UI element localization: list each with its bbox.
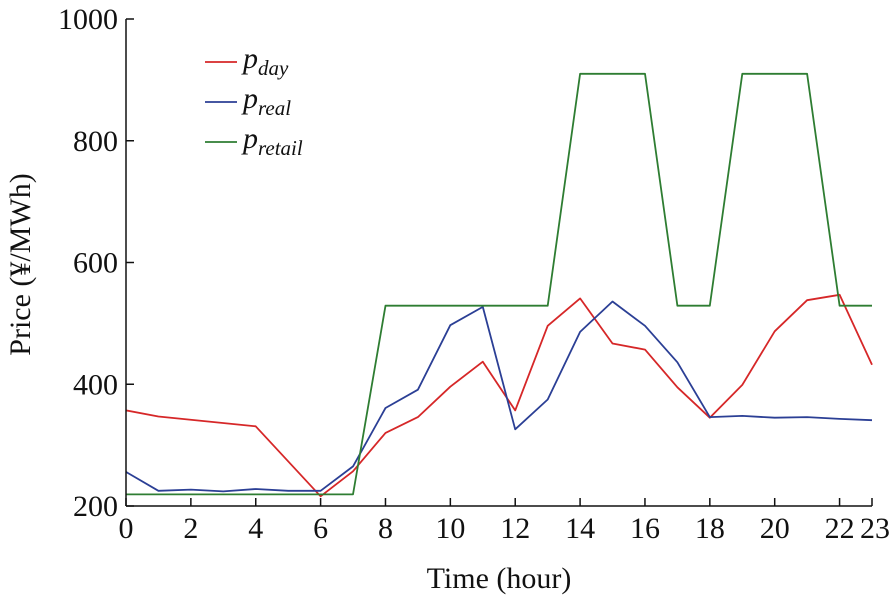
y-tick-label: 800: [73, 125, 118, 158]
y-tick-label: 600: [73, 247, 118, 280]
x-axis-title: Time (hour): [427, 562, 572, 595]
x-axis-ticks: 0 2 4 6 8 10 12 14 16 18 20 22 23: [119, 498, 890, 545]
series-line-day: [125, 293, 873, 498]
series-line-real: [125, 300, 873, 493]
x-tick-label: 4: [248, 512, 263, 545]
data-series-layer: [125, 72, 873, 498]
y-tick-label: 1000: [58, 3, 118, 36]
legend-label-retail: pretail: [241, 122, 303, 160]
x-tick-label: 0: [119, 512, 134, 545]
y-axis-ticks: 200 400 600 800 1000: [58, 3, 134, 523]
x-tick-label: 22: [825, 512, 855, 545]
x-tick-label: 12: [500, 512, 530, 545]
x-tick-label: 10: [435, 512, 465, 545]
y-tick-label: 200: [73, 490, 118, 523]
x-tick-label: 8: [378, 512, 393, 545]
x-tick-label: 16: [630, 512, 660, 545]
axes-layer: [125, 19, 872, 507]
x-tick-label: 2: [183, 512, 198, 545]
x-tick-label: 23: [860, 512, 890, 545]
y-axis-title: Price (¥/MWh): [4, 173, 37, 355]
legend-label-real: preal: [241, 82, 291, 120]
x-tick-label: 6: [313, 512, 328, 545]
x-tick-label: 18: [695, 512, 725, 545]
legend-label-day: pday: [241, 42, 289, 80]
x-tick-label: 20: [760, 512, 790, 545]
series-line-retail: [126, 72, 872, 496]
x-tick-label: 14: [565, 512, 595, 545]
y-tick-label: 400: [73, 368, 118, 401]
